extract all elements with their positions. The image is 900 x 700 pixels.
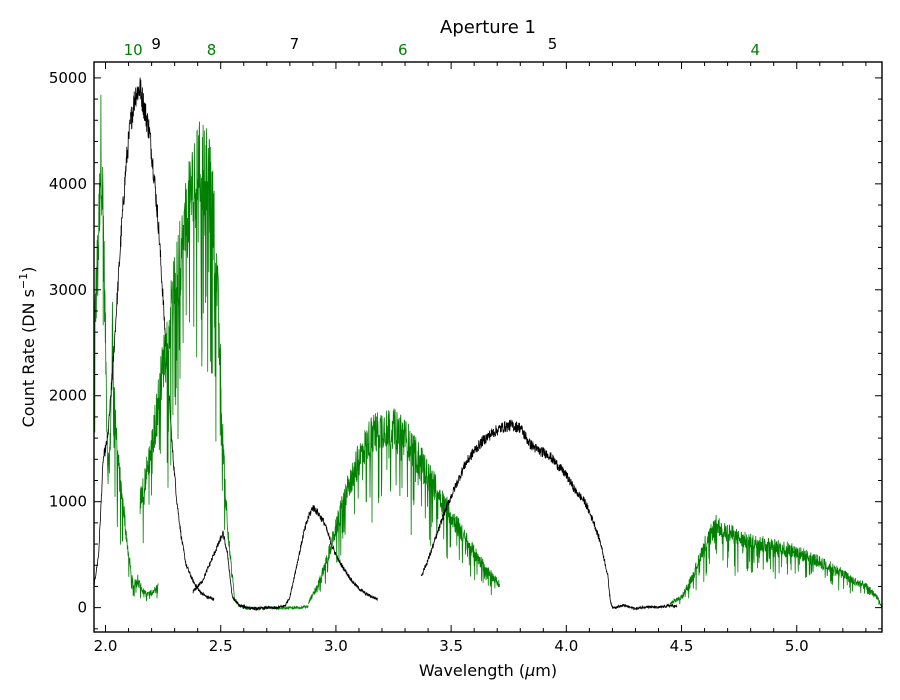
x-tick-label: 4.5	[670, 637, 694, 655]
labels-layer: 10 9 8 7 6 5 4	[124, 35, 760, 59]
y-axis-label: Count Rate (DN s−1)	[17, 267, 38, 428]
y-axis-label-prefix: Count Rate (DN s	[19, 289, 38, 427]
x-axis-label-mu: μ	[524, 661, 535, 680]
x-axis-label-suffix: m)	[535, 661, 557, 680]
x-axis-label-prefix: Wavelength (	[419, 661, 525, 680]
order-label-9: 9	[151, 35, 161, 53]
series-layer	[93, 77, 883, 612]
x-tick-label: 5.0	[785, 637, 809, 655]
x-tick-label: 3.0	[324, 637, 348, 655]
series-line-order-9	[93, 77, 215, 601]
order-label-10: 10	[124, 41, 143, 59]
y-tick-label: 0	[77, 599, 87, 617]
ticks-layer: 2.0 2.5 3.0 3.5 4.0 4.5 5.0 0 1000 2000 3000 4000 50…	[49, 62, 882, 655]
order-label-4: 4	[751, 41, 761, 59]
series-line-order-8	[139, 121, 309, 611]
y-tick-label: 2000	[49, 387, 87, 405]
series-line-order-7	[192, 505, 378, 612]
y-axis-label-exponent: −1	[17, 273, 30, 289]
order-label-7: 7	[290, 35, 300, 53]
order-label-6: 6	[398, 41, 408, 59]
y-tick-label: 4000	[49, 175, 87, 193]
chart-title: Aperture 1	[440, 17, 536, 38]
series-line-order-4	[669, 514, 883, 608]
y-tick-label: 3000	[49, 281, 87, 299]
plot-frame	[93, 61, 883, 633]
x-axis-label: Wavelength (μm)	[419, 661, 557, 680]
x-tick-label: 3.5	[439, 637, 463, 655]
y-tick-label: 5000	[49, 69, 87, 87]
x-tick-label: 4.0	[554, 637, 578, 655]
series-line-order-6	[307, 408, 500, 604]
series-line-order-5	[420, 419, 678, 611]
y-tick-label: 1000	[49, 493, 87, 511]
y-axis-label-suffix: )	[19, 267, 38, 273]
order-label-5: 5	[548, 35, 558, 53]
series-line-order-10	[93, 94, 159, 602]
x-tick-label: 2.5	[209, 637, 233, 655]
x-tick-label: 2.0	[94, 637, 118, 655]
order-label-8: 8	[207, 41, 217, 59]
